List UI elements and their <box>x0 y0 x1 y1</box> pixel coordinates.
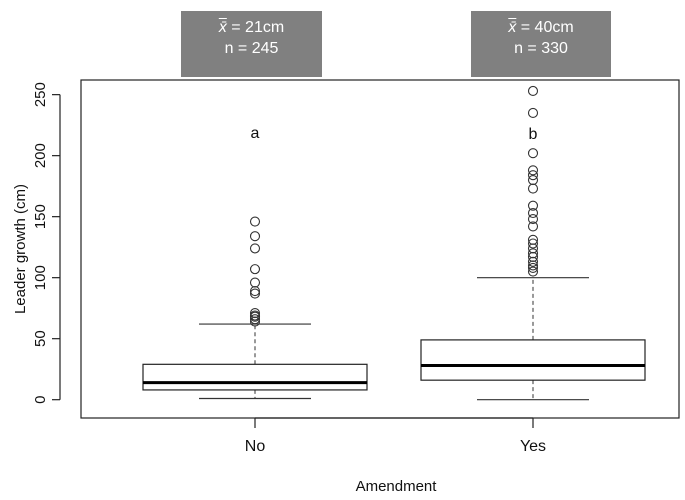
y-axis-label: Leader growth (cm) <box>12 184 29 314</box>
significance-letter-no: a <box>251 125 260 142</box>
box-no <box>143 364 367 390</box>
stat-box-no: x̄ = 21cm n = 245 <box>181 11 322 77</box>
sample-size-no: n = 245 <box>181 38 322 59</box>
x-tick-label-yes: Yes <box>520 438 546 455</box>
outlier-yes-13 <box>529 184 538 193</box>
y-tick-label-0: 0 <box>32 396 49 404</box>
x-axis-label: Amendment <box>356 478 438 495</box>
outlier-no-7 <box>251 278 260 287</box>
stat-box-yes: x̄ = 40cm n = 330 <box>471 11 611 77</box>
mean-label-yes: x̄ = 40cm <box>471 17 611 38</box>
y-tick-label-250: 250 <box>32 82 49 107</box>
mean-symbol-no: x̄ <box>219 19 227 36</box>
mean-value-yes: = 40cm <box>516 19 573 36</box>
outlier-yes-18 <box>529 108 538 117</box>
y-tick-label-150: 150 <box>32 204 49 229</box>
y-tick-label-50: 50 <box>32 330 49 347</box>
outlier-no-9 <box>251 244 260 253</box>
outlier-no-11 <box>251 217 260 226</box>
mean-value-no: = 21cm <box>227 19 284 36</box>
sample-size-yes: n = 330 <box>471 38 611 59</box>
mean-label-no: x̄ = 21cm <box>181 17 322 38</box>
significance-letter-yes: b <box>529 126 538 143</box>
x-tick-label-no: No <box>245 438 266 455</box>
outlier-no-10 <box>251 232 260 241</box>
outlier-no-8 <box>251 265 260 274</box>
y-tick-label-200: 200 <box>32 143 49 168</box>
box-yes <box>421 340 645 380</box>
y-tick-label-100: 100 <box>32 265 49 290</box>
outlier-yes-19 <box>529 86 538 95</box>
outlier-yes-17 <box>529 149 538 158</box>
